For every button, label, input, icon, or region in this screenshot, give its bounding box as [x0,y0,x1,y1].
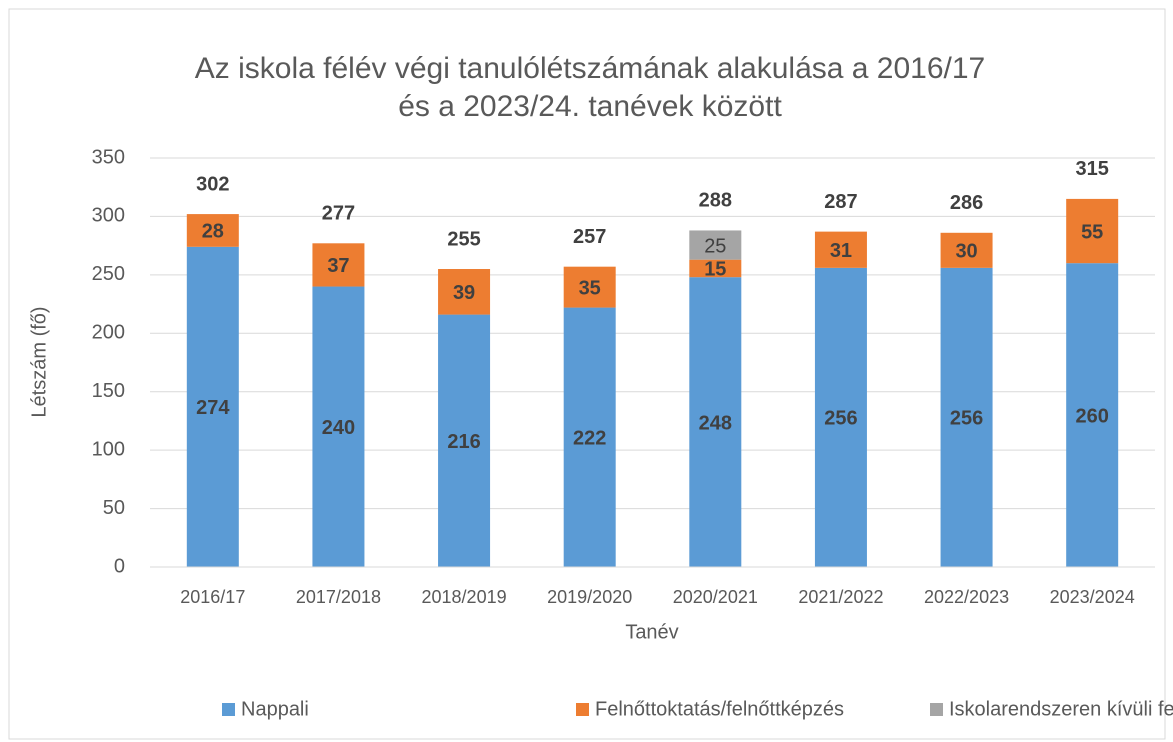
legend-label: Nappali [241,698,309,720]
chart-title: és a 2023/24. tanévek között [398,90,782,123]
data-label: 222 [573,428,606,450]
data-label: 260 [1076,405,1109,427]
data-label: 256 [824,408,857,430]
bar-segment [563,307,616,567]
y-tick-label: 350 [92,146,125,168]
y-tick-label: 50 [103,497,125,519]
total-label: 315 [1076,158,1109,180]
total-label: 277 [322,203,355,225]
bar-segment [689,230,742,260]
data-label: 39 [453,282,475,304]
total-label: 255 [447,228,480,250]
bar-segment [814,267,867,567]
y-tick-label: 300 [92,205,125,227]
data-label: 240 [322,417,355,439]
x-tick-label: 2016/17 [180,587,245,607]
data-label: 37 [327,255,349,277]
legend-swatch [576,703,589,716]
bar-segment [563,266,616,308]
data-label: 248 [699,412,732,434]
data-label: 216 [447,431,480,453]
bar-segment [438,269,491,315]
data-label: 274 [196,397,230,419]
data-label: 28 [202,221,224,243]
data-label: 25 [704,235,726,257]
bar-segment [186,246,239,567]
total-label: 257 [573,226,606,248]
x-tick-label: 2018/2019 [422,587,507,607]
y-tick-label: 100 [92,438,125,460]
x-tick-label: 2019/2020 [547,587,632,607]
bar-segment [1066,198,1119,264]
y-tick-label: 150 [92,380,125,402]
data-label: 55 [1081,221,1103,243]
data-label: 30 [955,241,977,263]
bar-segment [814,231,867,268]
y-axis-title: Létszám (fő) [28,306,50,417]
legend-swatch [930,703,943,716]
legend-label: Felnőttoktatás/felnőttképzés [595,698,844,720]
chart-title: Az iskola félév végi tanulólétszámának a… [195,52,986,85]
bar-segment [312,243,365,287]
bar-segment [940,232,993,268]
legend-label: Iskolarendszeren kívüli felnőtt [949,698,1173,720]
y-tick-label: 250 [92,263,125,285]
bar-segment [1066,263,1119,567]
bar-segment [689,277,742,567]
total-label: 302 [196,173,229,195]
data-label: 31 [830,240,852,262]
y-tick-label: 0 [114,555,125,577]
x-tick-label: 2017/2018 [296,587,381,607]
total-label: 287 [824,191,857,213]
x-tick-label: 2021/2022 [798,587,883,607]
bar-segment [689,259,742,278]
x-tick-label: 2023/2024 [1050,587,1135,607]
bar-segment [438,314,491,567]
data-label: 256 [950,408,983,430]
bar-segment [940,267,993,567]
bar-segment [312,286,365,567]
x-tick-label: 2022/2023 [924,587,1009,607]
bar-segment [186,214,239,247]
data-label: 35 [579,277,601,299]
data-label: 15 [704,259,726,281]
y-tick-label: 200 [92,322,125,344]
x-tick-label: 2020/2021 [673,587,758,607]
x-axis-title: Tanév [625,621,678,643]
legend-swatch [222,703,235,716]
total-label: 288 [699,190,732,212]
total-label: 286 [950,192,983,214]
